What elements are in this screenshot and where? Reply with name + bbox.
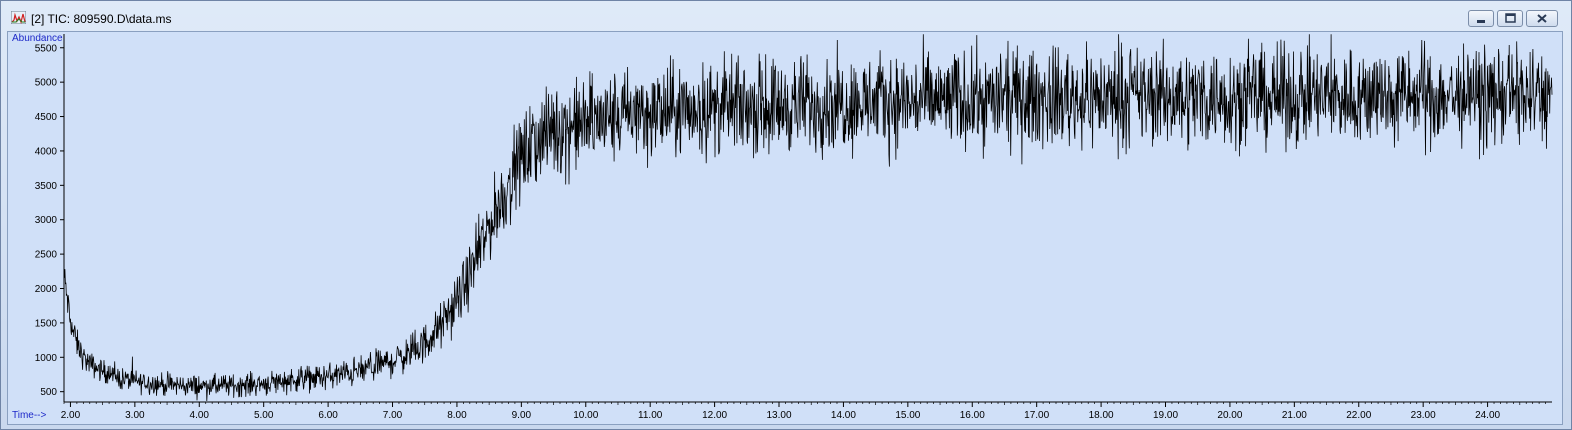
x-tick-label: 7.00 xyxy=(383,410,403,421)
x-tick-label: 23.00 xyxy=(1411,410,1436,421)
x-tick-label: 15.00 xyxy=(895,410,920,421)
x-tick-label: 19.00 xyxy=(1153,410,1178,421)
y-tick-label: 2500 xyxy=(35,250,58,261)
x-tick-label: 2.00 xyxy=(61,410,81,421)
title-bar[interactable]: [2] TIC: 809590.D\data.ms xyxy=(1,1,1571,31)
maximize-button[interactable] xyxy=(1497,10,1523,27)
x-tick-label: 21.00 xyxy=(1282,410,1307,421)
y-tick-label: 5500 xyxy=(35,43,58,54)
x-tick-label: 11.00 xyxy=(638,410,663,421)
x-tick-label: 6.00 xyxy=(318,410,338,421)
y-tick-label: 4500 xyxy=(35,112,58,123)
x-tick-label: 12.00 xyxy=(702,410,727,421)
window-title: [2] TIC: 809590.D\data.ms xyxy=(31,12,172,26)
x-tick-label: 14.00 xyxy=(831,410,856,421)
x-tick-label: 3.00 xyxy=(125,410,145,421)
x-tick-label: 4.00 xyxy=(190,410,210,421)
y-tick-label: 1500 xyxy=(35,318,58,329)
x-tick-label: 20.00 xyxy=(1217,410,1242,421)
x-tick-label: 24.00 xyxy=(1475,410,1500,421)
x-tick-label: 16.00 xyxy=(960,410,985,421)
x-tick-label: 9.00 xyxy=(512,410,532,421)
y-tick-label: 1000 xyxy=(35,353,58,364)
x-tick-label: 5.00 xyxy=(254,410,274,421)
chromatogram-plot[interactable]: 500 1000 1500 2000 2500 3000 3500 4000 4500 5000 5… xyxy=(7,31,1563,425)
x-tick-label: 22.00 xyxy=(1346,410,1371,421)
minimize-icon xyxy=(1477,20,1485,23)
chromatogram-app-icon xyxy=(11,11,26,24)
x-tick-label: 10.00 xyxy=(573,410,598,421)
y-tick-label: 3000 xyxy=(35,215,58,226)
x-tick-label: 13.00 xyxy=(766,410,791,421)
y-tick-label: 4000 xyxy=(35,146,58,157)
y-tick-label: 2000 xyxy=(35,284,58,295)
chromatogram-chart[interactable]: 500 1000 1500 2000 2500 3000 3500 4000 4500 5000 5… xyxy=(8,32,1562,424)
x-axis-label: Time--> xyxy=(12,410,47,421)
y-tick-label: 5000 xyxy=(35,78,58,89)
close-button[interactable] xyxy=(1526,10,1558,27)
minimize-button[interactable] xyxy=(1468,10,1494,27)
x-tick-label: 17.00 xyxy=(1024,410,1049,421)
y-tick-label: 3500 xyxy=(35,181,58,192)
y-tick-label: 500 xyxy=(40,387,57,398)
y-axis-label: Abundance xyxy=(12,33,63,44)
tic-trace-line xyxy=(63,34,1553,402)
x-tick-label: 8.00 xyxy=(447,410,467,421)
maximize-icon xyxy=(1505,13,1516,23)
x-tick-label: 18.00 xyxy=(1089,410,1114,421)
close-icon xyxy=(1537,14,1547,23)
